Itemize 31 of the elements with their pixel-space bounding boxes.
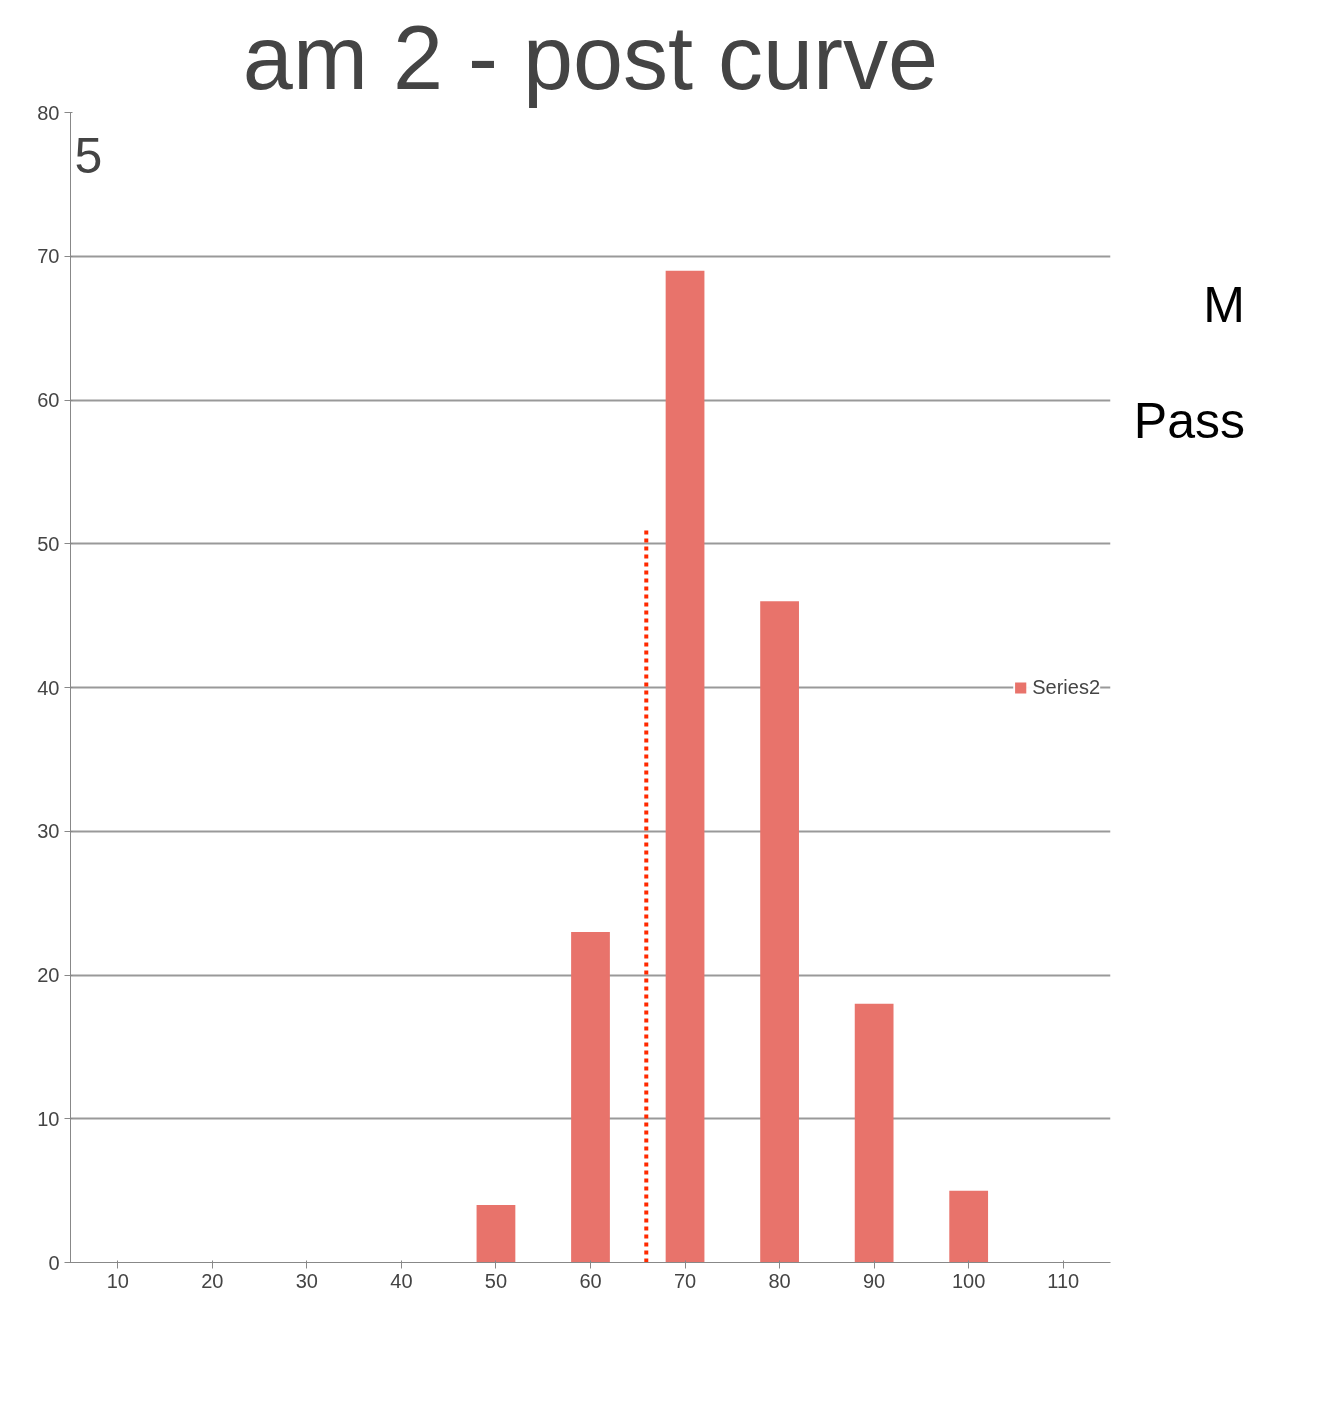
legend-label: Series2	[1032, 675, 1100, 699]
y-tick-label: 40	[37, 676, 60, 699]
x-tick-label: 30	[295, 1269, 318, 1292]
y-tick-label: 80	[37, 101, 60, 124]
y-tick-label: 50	[37, 532, 60, 555]
y-tick-label: 10	[37, 1107, 60, 1130]
annotation: 5	[74, 127, 103, 184]
chart-title: am 2 - post curve	[242, 7, 939, 108]
text: M	[1203, 276, 1245, 335]
x-tick-label: 50	[484, 1269, 508, 1292]
x-tick-label: 100	[952, 1269, 986, 1292]
x-tick-label: 10	[106, 1269, 129, 1292]
x-tick-label: 70	[673, 1269, 697, 1292]
y-tick-label: 20	[37, 964, 60, 986]
bar	[476, 1205, 516, 1263]
bar	[665, 270, 705, 1263]
y-tick-label: 0	[48, 1251, 60, 1274]
bar	[571, 931, 610, 1263]
x-tick-label: 40	[390, 1269, 413, 1292]
y-tick-label: 30	[37, 820, 60, 843]
y-tick-label: 60	[37, 389, 60, 411]
text: Pass	[1133, 392, 1245, 452]
y-tick-label: 70	[37, 245, 60, 268]
x-tick-label: 90	[863, 1269, 886, 1292]
x-tick-label: 60	[579, 1269, 602, 1292]
bar	[760, 601, 799, 1263]
x-tick-label: 80	[768, 1269, 791, 1292]
x-tick-label: 110	[1047, 1269, 1080, 1292]
bar	[854, 1003, 894, 1263]
bar	[949, 1190, 989, 1263]
x-tick-label: 20	[201, 1269, 224, 1292]
